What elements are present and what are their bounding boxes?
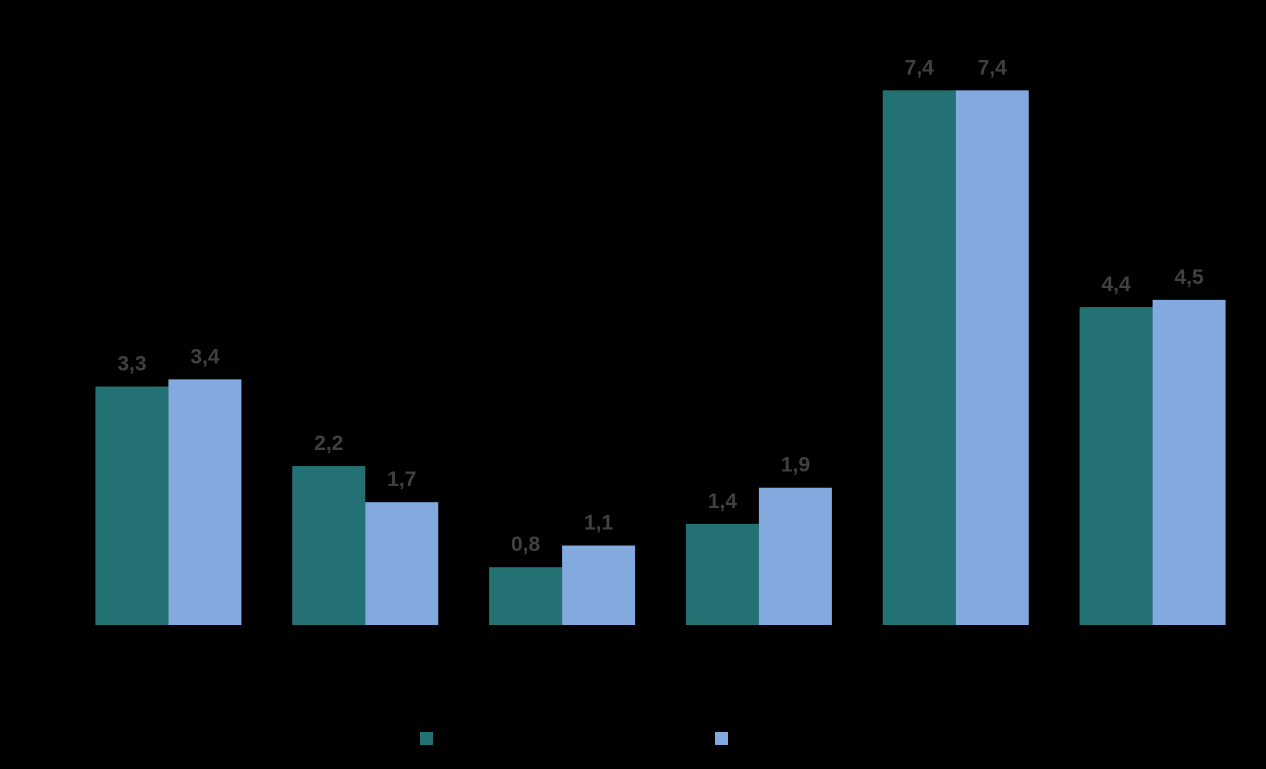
bar [1152, 299, 1226, 625]
bar [882, 90, 956, 626]
value-label: 7,4 [978, 56, 1008, 79]
bar [95, 386, 169, 625]
value-label: 1,4 [708, 490, 738, 513]
bar [1079, 307, 1153, 625]
value-label: 1,7 [387, 468, 416, 491]
value-label: 2,2 [314, 432, 343, 455]
value-label: 7,4 [905, 56, 935, 79]
value-label: 3,4 [190, 345, 220, 368]
legend-swatch [715, 732, 728, 745]
bar [685, 523, 759, 625]
legend-swatch [420, 732, 433, 745]
value-label: 0,8 [511, 533, 541, 556]
bar [489, 567, 563, 625]
value-label: 4,5 [1174, 266, 1204, 289]
value-label: 1,1 [584, 512, 614, 535]
bar [292, 466, 366, 625]
bar [758, 487, 832, 625]
value-label: 1,9 [781, 454, 810, 477]
bar [365, 502, 439, 625]
bar [168, 379, 242, 625]
bar [562, 545, 636, 625]
value-label: 4,4 [1101, 273, 1131, 296]
value-label: 3,3 [117, 353, 146, 376]
bar [955, 90, 1029, 626]
